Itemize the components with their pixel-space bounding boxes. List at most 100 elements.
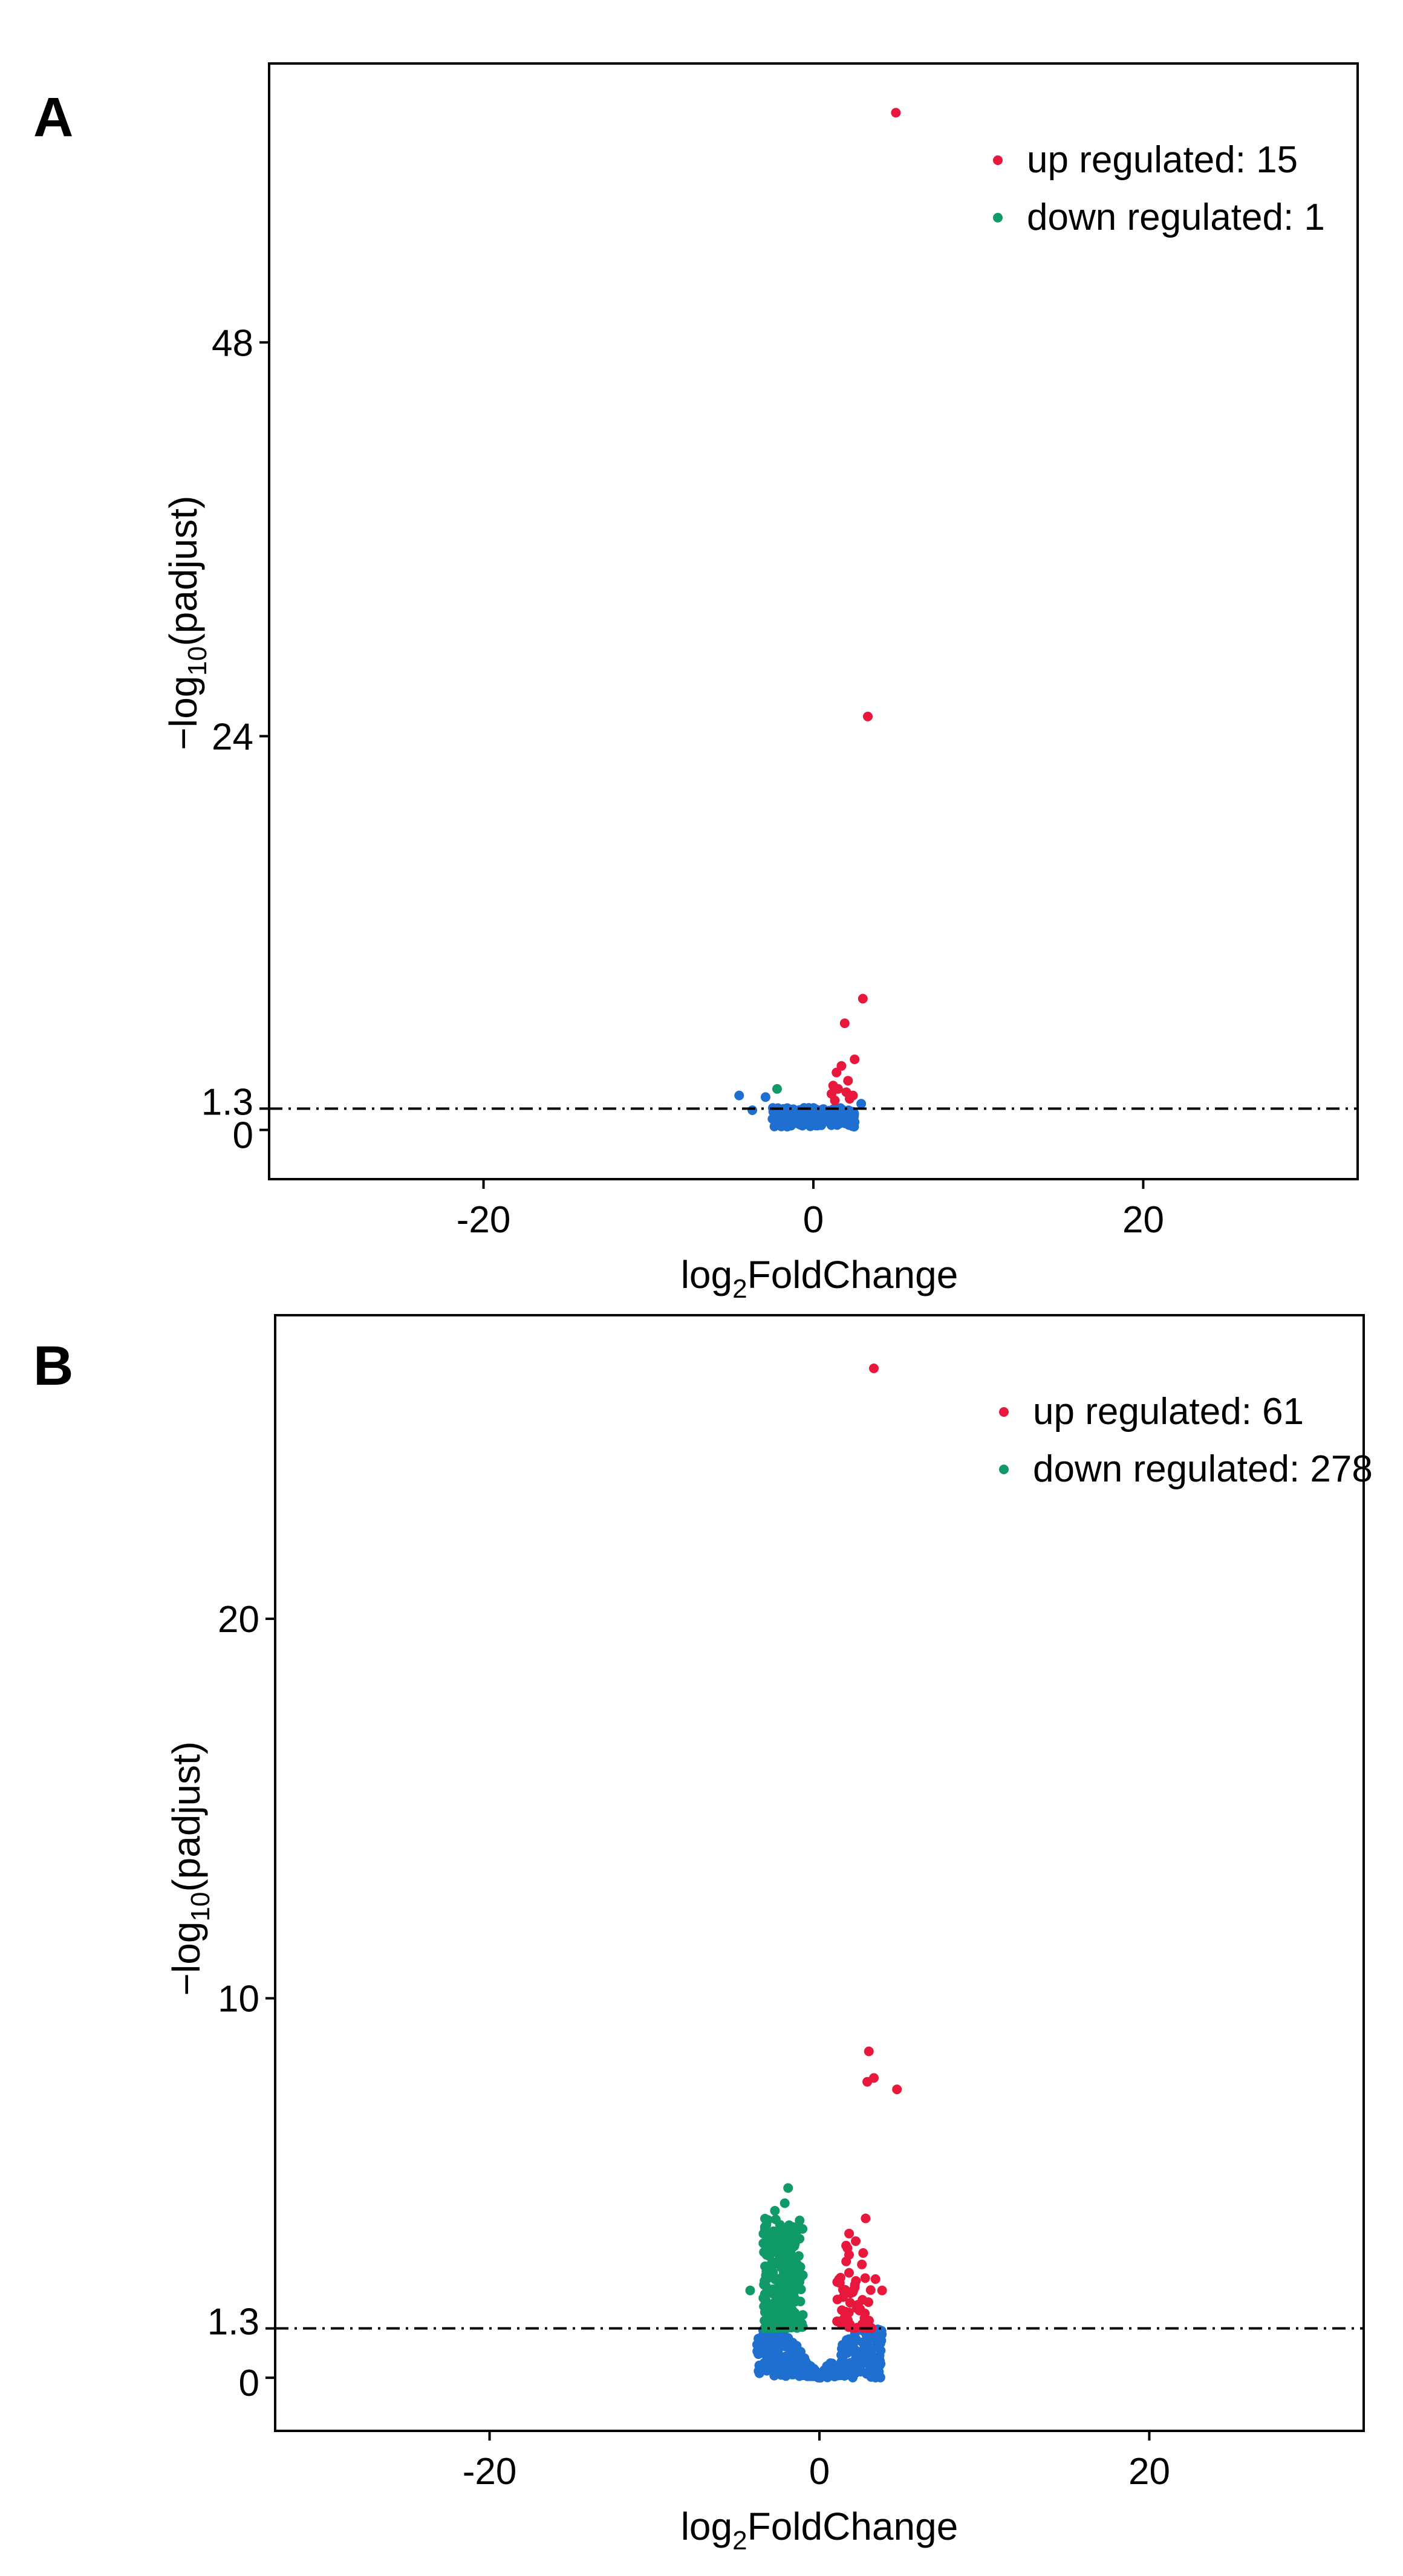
up-regulated-point	[851, 2236, 861, 2246]
up-regulated-point	[863, 711, 873, 721]
up-regulated-point	[835, 2278, 845, 2288]
up-regulated-point	[858, 994, 868, 1004]
down-regulated-point	[796, 2285, 806, 2294]
ns-point	[858, 2338, 868, 2348]
up-regulated-point	[839, 1018, 850, 1029]
panel-b: B -20 0 20 0 1.3 10 20 up regulated: 61 down re…	[33, 1314, 1373, 2555]
down-regulated-point	[793, 2320, 804, 2330]
up-regulated-point	[850, 1054, 860, 1064]
up-regulated-point	[845, 2298, 855, 2308]
down-regulated-point	[777, 2314, 787, 2324]
down-regulated-point	[798, 2270, 808, 2280]
ns-point	[838, 1116, 848, 1126]
legend-entry: up regulated: 15	[1027, 139, 1298, 181]
legend-swatch	[993, 213, 1003, 223]
ns-point	[838, 2367, 848, 2378]
legend-a: up regulated: 15 down regulated: 1	[993, 139, 1325, 238]
ns-point	[874, 2367, 884, 2377]
down-regulated-point	[790, 2308, 800, 2318]
points-layer-a	[734, 108, 901, 1132]
ns-point	[769, 2370, 780, 2381]
up-regulated-point	[869, 1363, 879, 1373]
down-regulated-point	[760, 2323, 770, 2334]
up-regulated-point	[837, 2305, 847, 2315]
up-regulated-point	[892, 2084, 902, 2095]
points-layer-b	[745, 1363, 902, 2383]
legend-swatch	[999, 1407, 1009, 1417]
up-regulated-point	[844, 2228, 854, 2239]
up-regulated-point	[842, 2243, 853, 2253]
y-tick-label: 1.3	[207, 2301, 259, 2343]
legend-entry: up regulated: 61	[1033, 1391, 1304, 1433]
down-regulated-point	[778, 2273, 788, 2283]
ns-point	[754, 2366, 764, 2376]
up-regulated-point	[838, 2292, 848, 2302]
ns-point	[825, 2358, 836, 2368]
x-tick-label: -20	[457, 1199, 511, 1241]
down-regulated-point	[770, 2287, 780, 2297]
up-regulated-point	[864, 2315, 874, 2326]
up-regulated-point	[864, 2046, 874, 2057]
down-regulated-point	[776, 2225, 787, 2235]
y-axis-title-b: −log10(padjust)	[164, 1742, 215, 1996]
up-regulated-point	[858, 2248, 868, 2258]
down-regulated-point	[760, 2222, 770, 2232]
ns-point	[870, 2359, 880, 2369]
up-regulated-point	[843, 2315, 853, 2325]
ns-point	[854, 2363, 864, 2373]
legend-swatch	[993, 155, 1003, 165]
ns-point	[778, 2352, 789, 2363]
up-regulated-point	[857, 2259, 867, 2269]
y-tick-label: 0	[239, 2363, 259, 2404]
down-regulated-point	[787, 2243, 797, 2254]
ns-point	[808, 2369, 818, 2379]
up-regulated-point	[861, 2213, 871, 2223]
up-regulated-point	[848, 2285, 858, 2295]
up-regulated-point	[864, 2297, 873, 2308]
ns-point	[798, 1117, 808, 1128]
ns-point	[760, 2343, 770, 2353]
ns-point	[847, 2369, 857, 2379]
down-regulated-point	[758, 2293, 769, 2303]
down-regulated-point	[775, 2236, 786, 2246]
x-tick-label: 0	[809, 2451, 830, 2493]
down-regulated-point	[795, 2216, 805, 2225]
x-axis-title-a: log2FoldChange	[681, 1253, 959, 1304]
up-regulated-point	[844, 2268, 854, 2278]
ns-point	[769, 1114, 778, 1124]
ns-point	[856, 1099, 867, 1109]
y-tick-label: 20	[218, 1599, 259, 1641]
down-regulated-point	[792, 2226, 801, 2237]
panel-label-a: A	[33, 86, 73, 148]
down-regulated-point	[745, 2285, 755, 2295]
up-regulated-point	[869, 2073, 879, 2083]
ns-point	[781, 2337, 791, 2347]
ns-point	[858, 2345, 868, 2355]
x-tick-label: 20	[1122, 1199, 1164, 1241]
up-regulated-point	[833, 1084, 843, 1094]
up-regulated-point	[836, 1061, 847, 1071]
ns-point	[816, 2368, 827, 2378]
y-tick-label: 0	[233, 1115, 253, 1157]
up-regulated-point	[830, 1095, 840, 1105]
ticks-layer-b: -20 0 20 0 1.3 10 20	[207, 1599, 1364, 2493]
y-tick-label: 24	[212, 716, 253, 758]
ns-point	[747, 1105, 758, 1115]
down-regulated-point	[760, 2276, 770, 2286]
down-regulated-point	[783, 2183, 793, 2193]
down-regulated-point	[770, 2206, 780, 2216]
legend-swatch	[999, 1465, 1009, 1474]
ns-point	[818, 1118, 827, 1128]
down-regulated-point	[786, 2236, 796, 2246]
up-regulated-point	[877, 2285, 887, 2295]
ns-point	[759, 2358, 769, 2368]
y-tick-label: 48	[212, 322, 253, 364]
up-regulated-point	[865, 2285, 876, 2295]
up-regulated-point	[841, 2256, 851, 2266]
up-regulated-point	[848, 1090, 858, 1101]
down-regulated-point	[759, 2301, 769, 2312]
up-regulated-point	[860, 2273, 870, 2283]
x-tick-label: 0	[803, 1199, 824, 1241]
down-regulated-point	[768, 2268, 778, 2278]
